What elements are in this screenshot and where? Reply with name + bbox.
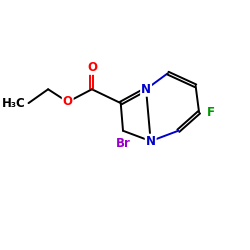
Text: O: O bbox=[63, 96, 73, 108]
Text: Br: Br bbox=[116, 137, 130, 150]
Text: N: N bbox=[141, 83, 151, 96]
Text: F: F bbox=[207, 106, 215, 119]
Text: O: O bbox=[87, 61, 97, 74]
Text: N: N bbox=[146, 135, 156, 148]
Text: H₃C: H₃C bbox=[2, 96, 26, 110]
